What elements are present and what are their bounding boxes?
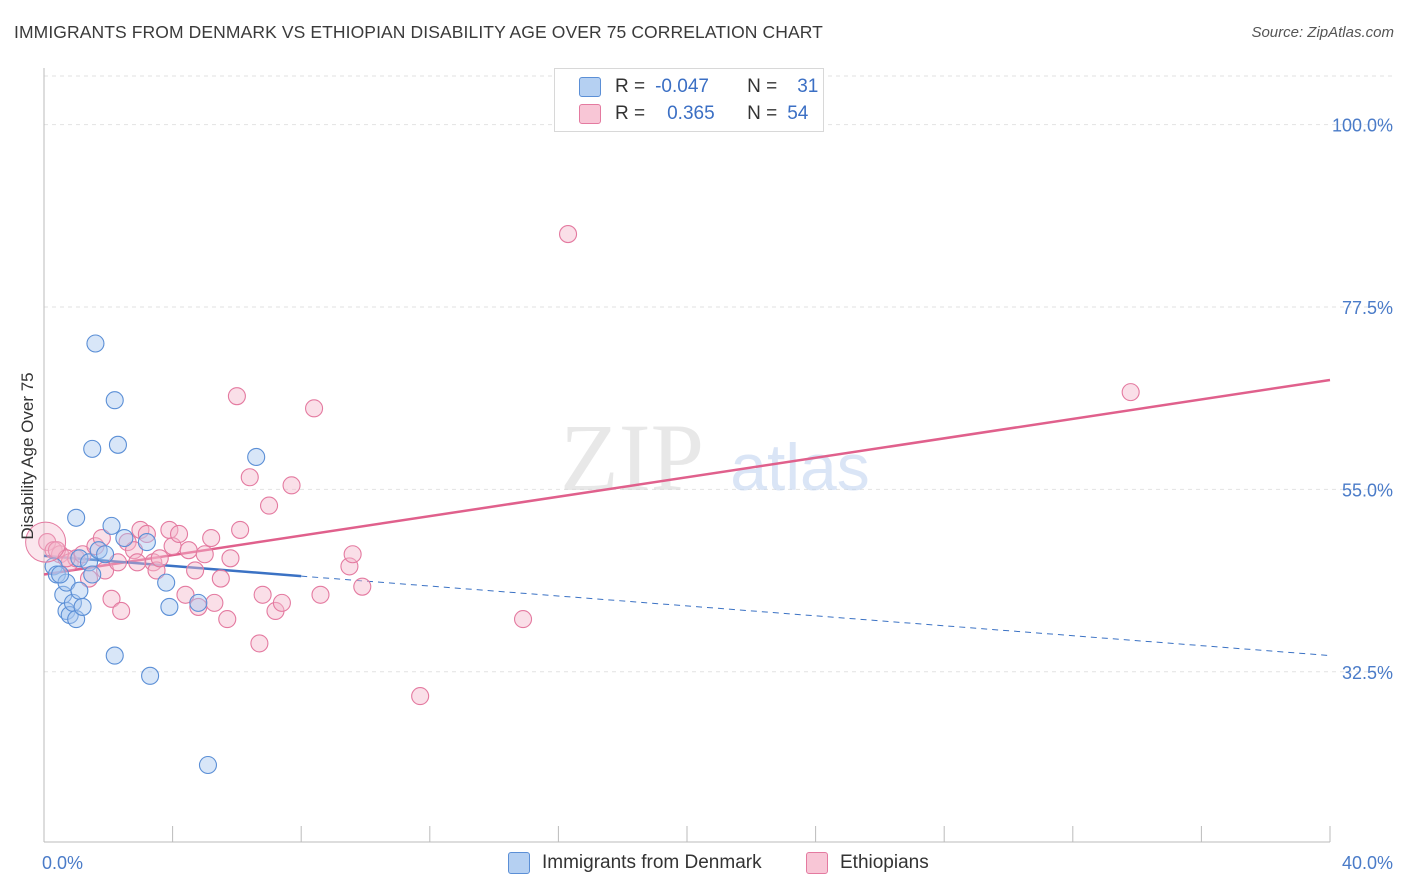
legend-row-ethiopians: R = 0.365 N = 54 (579, 102, 808, 126)
point-denmark (108, 435, 127, 454)
x-tick-label: 40.0% (1342, 853, 1393, 873)
trend-line-denmark (43, 554, 302, 578)
gridlines (44, 75, 1392, 673)
legend-item-label: Ethiopians (840, 852, 929, 873)
point-ethiopians (176, 585, 195, 604)
point-denmark (73, 597, 92, 616)
point-ethiopians (353, 577, 372, 596)
legend-r-value: -0.047 (655, 76, 709, 97)
point-denmark (67, 508, 86, 527)
legend-n-value: 54 (787, 103, 809, 124)
point-ethiopians (195, 545, 214, 564)
point-ethiopians (179, 541, 198, 560)
point-ethiopians (282, 476, 301, 495)
zipatlas-watermark: ZIP atlas (560, 404, 870, 511)
point-denmark (198, 755, 218, 775)
x-tick-label: 0.0% (42, 853, 83, 873)
point-ethiopians (128, 553, 147, 572)
point-ethiopians-large (25, 521, 67, 563)
data-points (25, 225, 1140, 775)
point-ethiopians (513, 610, 533, 629)
chart-title: IMMIGRANTS FROM DENMARK VS ETHIOPIAN DIS… (14, 22, 823, 42)
legend-n-label: N = (747, 103, 778, 124)
correlation-legend: R = -0.047 N = 31 R = 0.365 N = 54 (554, 68, 824, 132)
legend-n-value: 31 (797, 76, 819, 97)
y-tick-label: 77.5% (1342, 298, 1393, 318)
point-denmark (137, 533, 156, 552)
series-legend: Immigrants from Denmark Ethiopians (0, 852, 1406, 876)
point-denmark (70, 549, 89, 568)
point-ethiopians (205, 593, 224, 612)
point-ethiopians (231, 520, 250, 539)
point-denmark (247, 447, 266, 467)
point-denmark (70, 581, 89, 600)
trend-line-denmark-extension (301, 575, 1331, 657)
trend-lines (43, 378, 1331, 657)
y-tick-label: 55.0% (1342, 480, 1393, 500)
legend-row-denmark: R = -0.047 N = 31 (579, 75, 818, 99)
legend-swatch-blue (508, 852, 530, 874)
point-ethiopians (218, 610, 237, 629)
point-ethiopians (272, 593, 291, 612)
point-denmark (96, 545, 115, 564)
legend-item-ethiopians: Ethiopians (806, 852, 929, 874)
legend-item-label: Immigrants from Denmark (542, 852, 762, 873)
legend-r-label: R = (615, 103, 646, 124)
point-ethiopians (305, 399, 324, 418)
point-denmark (83, 439, 102, 458)
point-denmark (160, 597, 179, 616)
point-ethiopians (311, 585, 330, 604)
point-ethiopians (1121, 383, 1140, 402)
legend-swatch-blue (579, 77, 601, 97)
point-denmark (105, 391, 124, 410)
point-ethiopians (240, 468, 259, 487)
point-ethiopians (112, 601, 131, 621)
point-denmark (102, 516, 121, 535)
point-ethiopians (102, 589, 121, 608)
source-label: Source: ZipAtlas.com (1251, 24, 1394, 41)
point-ethiopians (558, 225, 578, 244)
point-ethiopians (221, 549, 240, 568)
legend-r-value: 0.365 (667, 103, 715, 124)
point-denmark (189, 593, 208, 612)
legend-n-label: N = (747, 76, 778, 97)
point-denmark (86, 334, 105, 353)
point-ethiopians (343, 545, 362, 564)
point-denmark (115, 528, 134, 548)
point-denmark (83, 565, 102, 584)
trend-line-ethiopians (43, 378, 1331, 576)
point-ethiopians (211, 569, 230, 588)
y-axis-label: Disability Age Over 75 (18, 372, 37, 539)
point-ethiopians (253, 585, 272, 604)
point-denmark (157, 573, 176, 592)
point-ethiopians (150, 549, 169, 568)
point-denmark (105, 646, 124, 665)
legend-r-label: R = (615, 76, 646, 97)
point-ethiopians (169, 524, 189, 544)
tick-labels: 32.5% 55.0% 77.5% 100.0% 0.0% 40.0% (42, 116, 1393, 873)
point-ethiopians (227, 387, 246, 406)
y-tick-label: 100.0% (1332, 116, 1393, 136)
legend-item-denmark: Immigrants from Denmark (508, 852, 762, 874)
legend-swatch-pink (806, 852, 828, 874)
point-ethiopians (186, 561, 205, 580)
point-ethiopians (411, 687, 430, 706)
point-ethiopians (259, 496, 279, 515)
point-denmark (141, 666, 160, 685)
point-denmark (51, 565, 70, 584)
point-ethiopians (250, 634, 269, 653)
watermark-zip: ZIP (560, 404, 704, 511)
y-tick-label: 32.5% (1342, 663, 1393, 683)
point-ethiopians (108, 553, 127, 572)
point-ethiopians (202, 528, 221, 548)
axes (43, 68, 1331, 843)
legend-swatch-pink (579, 104, 601, 124)
